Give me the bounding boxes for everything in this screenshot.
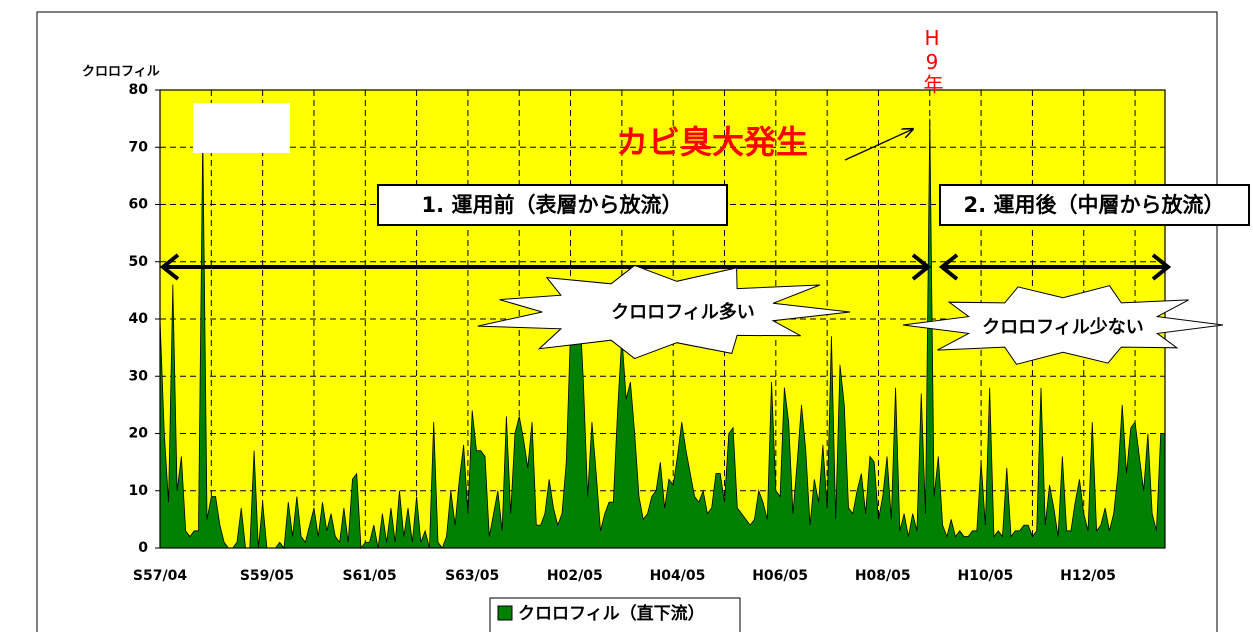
x-tick-label: S63/05 xyxy=(445,568,499,584)
y-tick-label: 60 xyxy=(129,197,149,213)
arrow-head xyxy=(1151,253,1172,281)
x-tick-label: S61/05 xyxy=(342,568,396,584)
legend-swatch xyxy=(497,605,513,621)
x-tick-label: H06/05 xyxy=(752,568,808,584)
starburst xyxy=(902,285,1224,365)
mask-box xyxy=(193,103,290,153)
area xyxy=(159,118,1166,550)
starburst xyxy=(477,264,851,360)
x-tick-label: H10/05 xyxy=(957,568,1013,584)
few-label: クロロフィル少ない xyxy=(982,317,1144,338)
before-label: 1. 運用前（表層から放流） xyxy=(422,193,683,217)
annotations: クロロフィル カビ臭大発生 1. 運用前（表層から放流） 2. 運用後（中層から… xyxy=(82,65,1250,632)
y-tick-label: 0 xyxy=(138,540,148,556)
x-tick-label: H04/05 xyxy=(650,568,706,584)
event-arrow xyxy=(844,129,913,161)
y-tick-label: 20 xyxy=(129,426,149,442)
x-tick-label: H02/05 xyxy=(547,568,603,584)
arrow-head xyxy=(938,253,959,281)
many-label: クロロフィル多い xyxy=(611,301,755,323)
y-tick-label: 10 xyxy=(129,483,149,499)
event-label: カビ臭大発生 xyxy=(616,123,808,161)
arrow-head xyxy=(159,253,180,281)
y-tick-label: 70 xyxy=(129,139,149,155)
h9-label: H9年 xyxy=(920,26,944,94)
arrow-head xyxy=(911,253,932,281)
after-label: 2. 運用後（中層から放流） xyxy=(964,193,1225,217)
legend-label: クロロフィル（直下流） xyxy=(518,603,705,624)
x-tick-label: S57/04 xyxy=(133,568,187,584)
x-tick-label: H12/05 xyxy=(1060,568,1116,584)
y-tick-label: 80 xyxy=(129,82,149,98)
y-tick-label: 40 xyxy=(129,311,149,327)
legend xyxy=(489,597,741,632)
y-axis-label: クロロフィル xyxy=(82,65,160,80)
x-tick-label: S59/05 xyxy=(240,568,294,584)
x-tick-label: H08/05 xyxy=(855,568,911,584)
after-box xyxy=(939,184,1250,226)
y-tick-label: 30 xyxy=(129,368,149,384)
y-tick-label: 50 xyxy=(129,254,149,270)
before-box xyxy=(377,184,728,226)
